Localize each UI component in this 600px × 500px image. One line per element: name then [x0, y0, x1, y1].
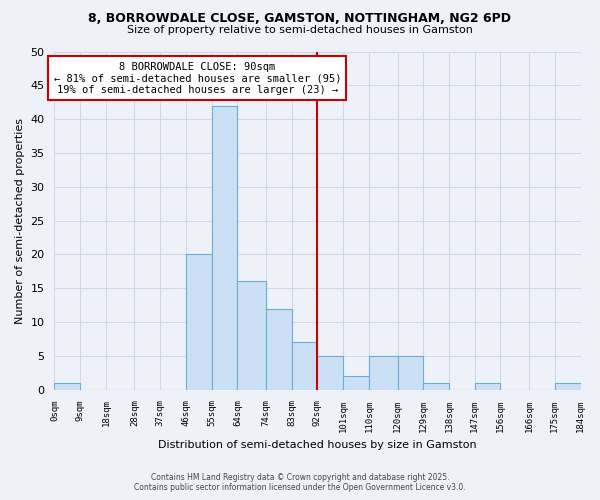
Y-axis label: Number of semi-detached properties: Number of semi-detached properties [15, 118, 25, 324]
Bar [398, 356, 423, 390]
Bar [292, 342, 317, 390]
Bar [343, 376, 369, 390]
Bar [212, 106, 238, 390]
Text: Contains HM Land Registry data © Crown copyright and database right 2025.
Contai: Contains HM Land Registry data © Crown c… [134, 473, 466, 492]
Bar [369, 356, 398, 390]
Text: 8, BORROWDALE CLOSE, GAMSTON, NOTTINGHAM, NG2 6PD: 8, BORROWDALE CLOSE, GAMSTON, NOTTINGHAM… [89, 12, 511, 26]
Bar [475, 383, 500, 390]
Text: Size of property relative to semi-detached houses in Gamston: Size of property relative to semi-detach… [127, 25, 473, 35]
Bar [238, 282, 266, 390]
Bar [555, 383, 581, 390]
Bar [55, 383, 80, 390]
Bar [266, 308, 292, 390]
X-axis label: Distribution of semi-detached houses by size in Gamston: Distribution of semi-detached houses by … [158, 440, 477, 450]
Bar [186, 254, 212, 390]
Text: 8 BORROWDALE CLOSE: 90sqm
← 81% of semi-detached houses are smaller (95)
19% of : 8 BORROWDALE CLOSE: 90sqm ← 81% of semi-… [53, 62, 341, 95]
Bar [423, 383, 449, 390]
Bar [317, 356, 343, 390]
